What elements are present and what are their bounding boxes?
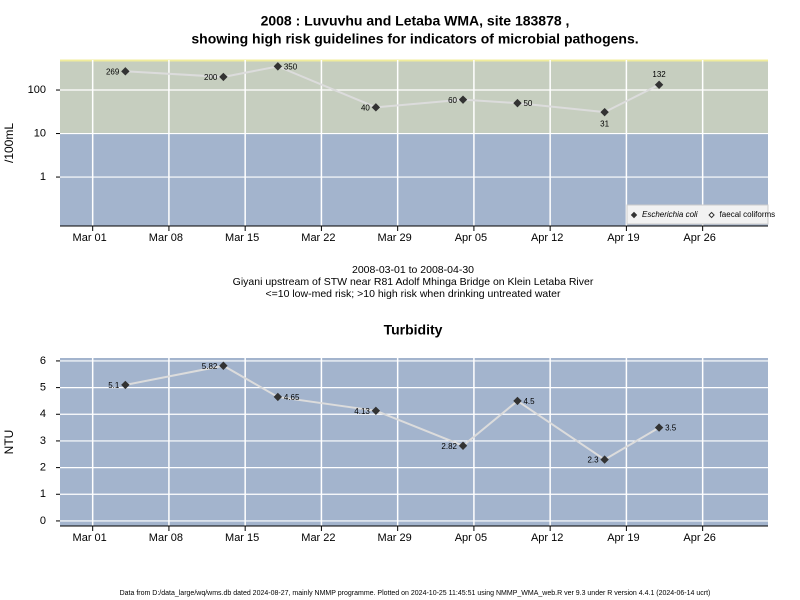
y-tick-label: 1 <box>40 488 46 500</box>
x-tick-label: Mar 29 <box>378 232 412 244</box>
data-point <box>654 423 664 432</box>
y-tick-label: 6 <box>40 355 46 367</box>
value-label: 31 <box>600 119 609 128</box>
x-tick-label: Apr 26 <box>683 232 715 244</box>
x-tick-label: Apr 12 <box>531 532 563 544</box>
data-point <box>219 72 228 82</box>
y-tick-label: 100 <box>28 84 46 96</box>
legend-label: Escherichia coli <box>642 210 698 219</box>
x-tick-label: Mar 01 <box>73 532 107 544</box>
legend-label: faecal coliforms <box>720 210 776 219</box>
data-point <box>513 98 522 108</box>
footer: Data from D:/data_large/wq/wms.db dated … <box>120 590 711 597</box>
legend-box <box>626 204 769 225</box>
high-risk-band <box>60 60 768 134</box>
series-line <box>125 65 660 114</box>
x-tick-label: Apr 05 <box>455 532 487 544</box>
data-point <box>371 406 381 416</box>
value-label: 50 <box>523 99 532 108</box>
x-tick-label: Apr 26 <box>683 532 715 544</box>
x-tick-label: Apr 19 <box>607 232 639 244</box>
data-point <box>121 67 130 76</box>
legend-marker <box>708 211 715 219</box>
data-point <box>600 455 609 464</box>
y-tick-label: 10 <box>34 127 46 139</box>
x-tick-label: Mar 15 <box>225 232 259 244</box>
x-tick-label: Mar 08 <box>149 532 183 544</box>
y-tick-label: 2 <box>40 462 46 474</box>
x-tick-label: Apr 19 <box>607 532 639 544</box>
value-label: 5.1 <box>108 381 120 390</box>
y-tick-label: 3 <box>40 435 46 447</box>
legend: Escherichia coli faecal coliforms <box>626 204 776 225</box>
value-label: 4.5 <box>523 397 535 406</box>
value-label: 269 <box>106 67 120 76</box>
y-axis-label: NTU <box>2 430 16 455</box>
series-line <box>125 364 660 461</box>
x-tick-label: Mar 01 <box>73 232 107 244</box>
data-point <box>458 441 468 450</box>
plot-area <box>60 358 768 526</box>
note: 2008-03-01 to 2008-04-30 <box>352 264 474 276</box>
value-label: 4.65 <box>284 393 300 402</box>
value-label: 60 <box>448 96 457 105</box>
value-label: 200 <box>204 73 218 82</box>
value-label: 2.3 <box>587 456 599 465</box>
data-point <box>219 361 228 370</box>
x-tick-label: Apr 05 <box>455 232 487 244</box>
x-tick-label: Mar 29 <box>378 532 412 544</box>
value-label: 2.82 <box>441 442 457 451</box>
value-label: 3.5 <box>665 424 677 433</box>
data-point <box>371 103 381 112</box>
y-tick-label: 1 <box>40 171 46 183</box>
y-tick-label: 0 <box>40 515 46 527</box>
value-label: 40 <box>361 103 370 112</box>
chart-title: showing high risk guidelines for indicat… <box>191 31 638 47</box>
value-label: 132 <box>652 70 666 79</box>
data-point <box>513 396 522 406</box>
x-tick-label: Mar 08 <box>149 232 183 244</box>
value-label: 5.82 <box>202 362 218 371</box>
x-tick-label: Apr 12 <box>531 232 563 244</box>
value-label: 350 <box>284 62 298 71</box>
note: <=10 low-med risk; >10 high risk when dr… <box>265 288 561 300</box>
x-tick-label: Mar 22 <box>301 232 335 244</box>
x-tick-label: Mar 22 <box>301 532 335 544</box>
data-point <box>121 380 130 390</box>
data-point <box>273 392 283 402</box>
y-axis-label: /100mL <box>2 123 16 163</box>
value-label: 4.13 <box>354 407 370 416</box>
x-tick-label: Mar 15 <box>225 532 259 544</box>
legend-marker <box>630 211 638 219</box>
data-point <box>654 80 664 89</box>
note: Giyani upstream of STW near R81 Adolf Mh… <box>233 276 594 288</box>
chart-title: Turbidity <box>384 322 443 338</box>
data-point <box>600 107 609 117</box>
data-point <box>458 95 468 104</box>
data-point <box>273 62 283 71</box>
chart-title: 2008 : Luvuvhu and Letaba WMA, site 1838… <box>261 13 570 29</box>
y-tick-label: 4 <box>40 408 46 420</box>
y-tick-label: 5 <box>40 382 46 394</box>
